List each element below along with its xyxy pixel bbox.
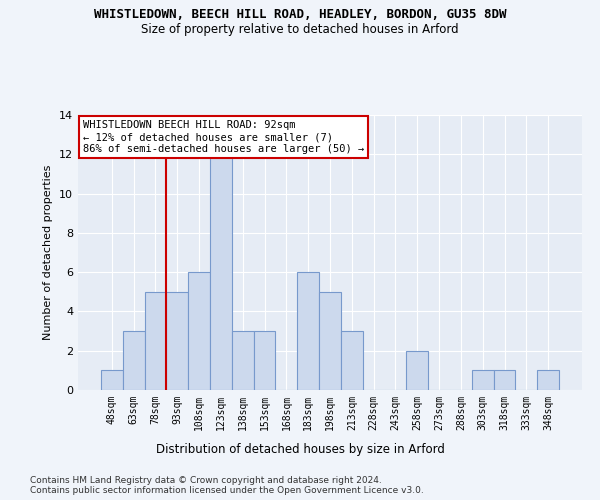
Bar bbox=[406, 350, 428, 390]
Bar bbox=[101, 370, 123, 390]
Text: Distribution of detached houses by size in Arford: Distribution of detached houses by size … bbox=[155, 442, 445, 456]
Bar bbox=[537, 370, 559, 390]
Bar bbox=[210, 154, 232, 390]
Text: WHISTLEDOWN BEECH HILL ROAD: 92sqm
← 12% of detached houses are smaller (7)
86% : WHISTLEDOWN BEECH HILL ROAD: 92sqm ← 12%… bbox=[83, 120, 364, 154]
Text: Size of property relative to detached houses in Arford: Size of property relative to detached ho… bbox=[141, 22, 459, 36]
Bar bbox=[145, 292, 166, 390]
Bar bbox=[319, 292, 341, 390]
Bar bbox=[123, 331, 145, 390]
Text: WHISTLEDOWN, BEECH HILL ROAD, HEADLEY, BORDON, GU35 8DW: WHISTLEDOWN, BEECH HILL ROAD, HEADLEY, B… bbox=[94, 8, 506, 20]
Bar bbox=[297, 272, 319, 390]
Bar bbox=[188, 272, 210, 390]
Bar bbox=[254, 331, 275, 390]
Y-axis label: Number of detached properties: Number of detached properties bbox=[43, 165, 53, 340]
Bar bbox=[494, 370, 515, 390]
Text: Contains HM Land Registry data © Crown copyright and database right 2024.
Contai: Contains HM Land Registry data © Crown c… bbox=[30, 476, 424, 495]
Bar bbox=[472, 370, 494, 390]
Bar bbox=[232, 331, 254, 390]
Bar bbox=[341, 331, 363, 390]
Bar bbox=[166, 292, 188, 390]
